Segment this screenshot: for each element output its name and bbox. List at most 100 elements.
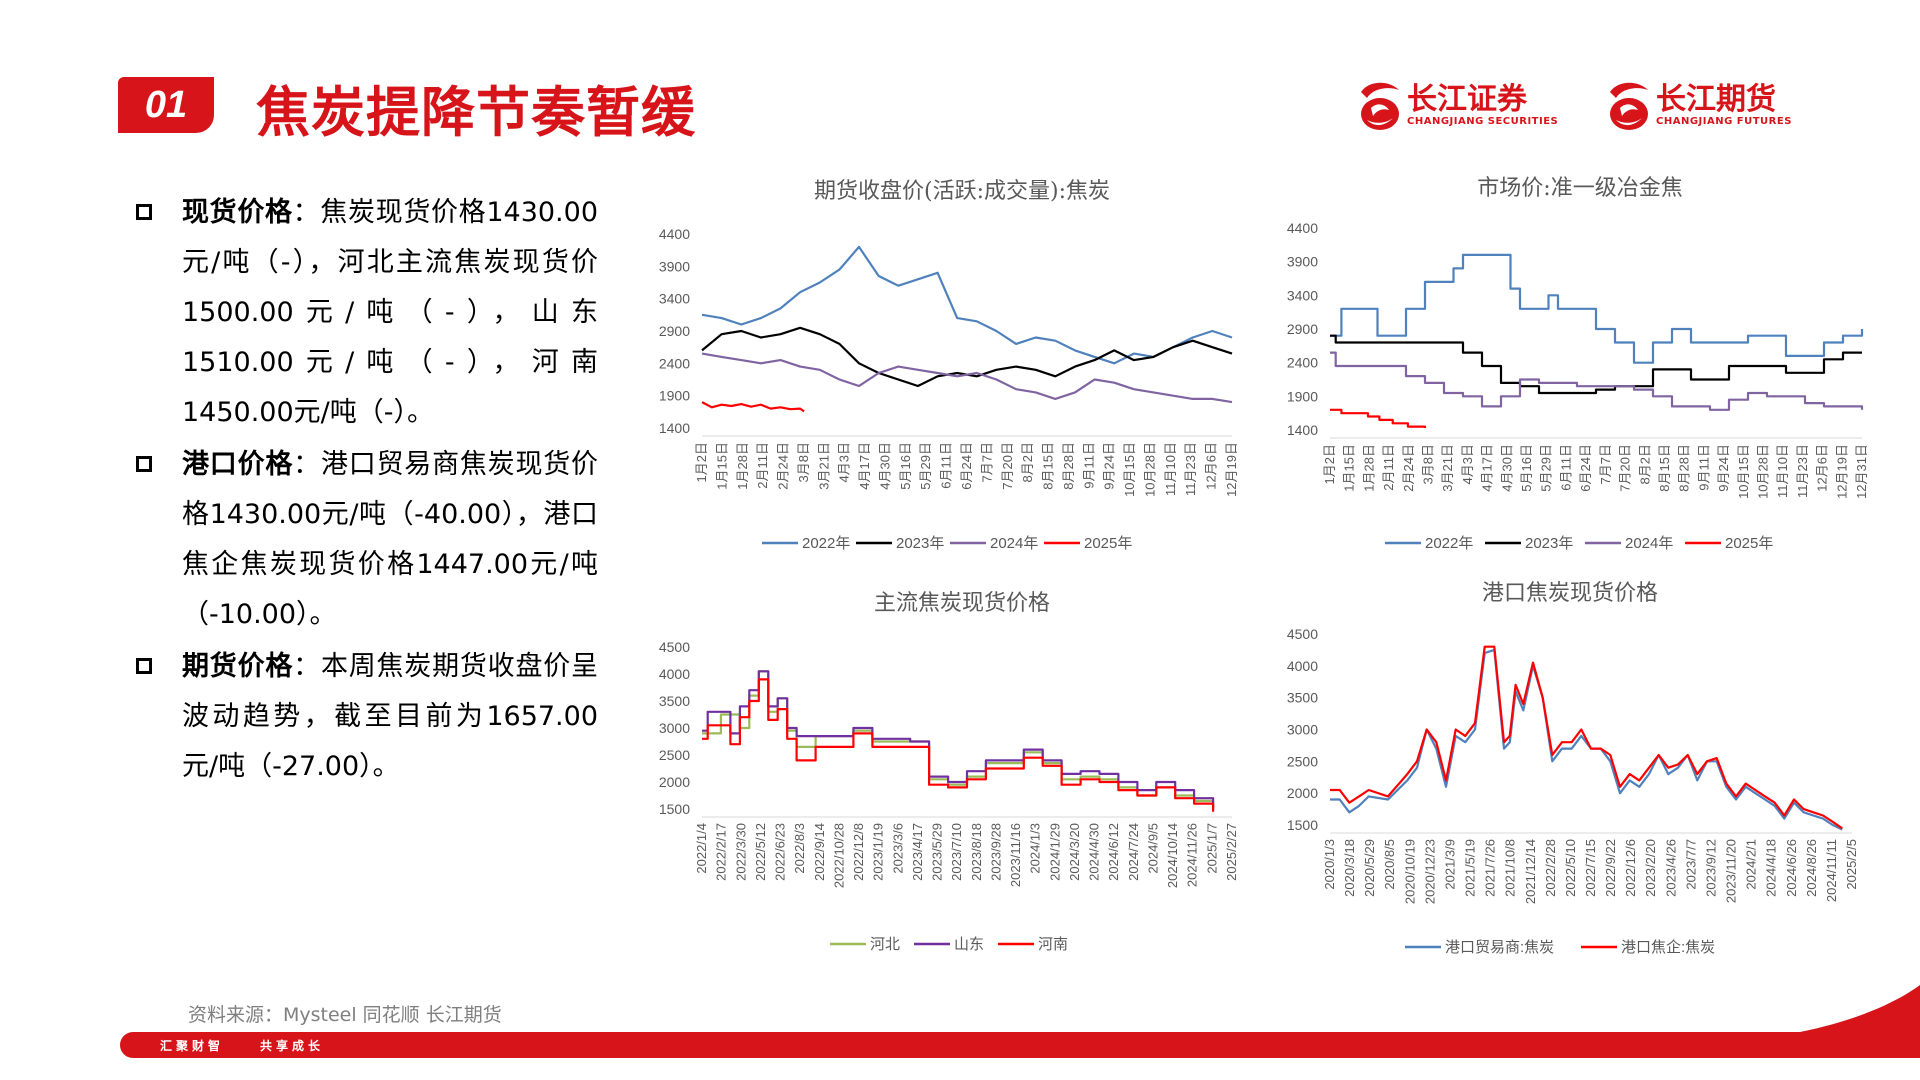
x-tick-label: 2024/4/18 bbox=[1764, 839, 1779, 897]
x-tick-label: 5月16日 bbox=[1519, 444, 1534, 492]
footer-slogan-right: 共享成长 bbox=[260, 1039, 325, 1053]
series-line-港口焦企:焦炭 bbox=[1330, 645, 1843, 830]
x-tick-label: 2024/10/14 bbox=[1165, 823, 1180, 888]
x-tick-label: 6月24日 bbox=[959, 442, 974, 490]
legend-label: 山东 bbox=[954, 936, 984, 953]
x-tick-label: 2023/11/16 bbox=[1008, 823, 1023, 887]
x-tick-label: 2023/1/19 bbox=[871, 823, 886, 881]
y-tick-label: 3900 bbox=[659, 258, 690, 274]
legend-label: 2025年 bbox=[1084, 535, 1132, 552]
source-note: 资料来源：Mysteel 同花顺 长江期货 bbox=[188, 1004, 502, 1026]
bullet-text: 本周焦炭期货收盘价呈波动趋势，截至目前为1657.00元/吨（-27.00）。 bbox=[182, 651, 599, 782]
x-tick-label: 2月24日 bbox=[776, 442, 791, 490]
footer-bar bbox=[120, 1032, 1920, 1058]
y-tick-label: 2400 bbox=[659, 355, 690, 371]
x-tick-label: 1月28日 bbox=[735, 442, 750, 490]
x-tick-label: 9月24日 bbox=[1102, 442, 1117, 490]
x-tick-label: 10月15日 bbox=[1122, 442, 1137, 497]
changjiang-futures-logo: 长江期货 CHANGJIANG FUTURES bbox=[1604, 76, 1792, 136]
y-tick-label: 1400 bbox=[659, 420, 690, 436]
y-tick-label: 2900 bbox=[1287, 321, 1318, 337]
chart-title: 期货收盘价(活跃:成交量):焦炭 bbox=[814, 179, 1110, 204]
x-tick-label: 2月24日 bbox=[1401, 444, 1416, 492]
x-tick-label: 7月7日 bbox=[1598, 444, 1613, 484]
bullet-text: 港口贸易商焦炭现货价格1430.00元/吨（-40.00），港口焦企焦炭现货价格… bbox=[182, 449, 599, 630]
legend-label: 2023年 bbox=[896, 535, 944, 552]
legend-label: 港口贸易商:焦炭 bbox=[1445, 939, 1554, 956]
x-tick-label: 2021/7/26 bbox=[1483, 839, 1498, 897]
x-tick-label: 4月30日 bbox=[1499, 444, 1514, 492]
x-tick-label: 2025/1/7 bbox=[1204, 823, 1219, 874]
x-tick-label: 3月8日 bbox=[1421, 444, 1436, 484]
x-tick-label: 2021/3/9 bbox=[1442, 839, 1457, 890]
x-tick-label: 2021/12/14 bbox=[1523, 839, 1538, 904]
logo-mark-icon bbox=[1355, 78, 1405, 134]
x-tick-label: 5月29日 bbox=[1539, 444, 1554, 492]
chart-title: 主流焦炭现货价格 bbox=[874, 591, 1050, 616]
series-line-2025年 bbox=[701, 401, 805, 413]
bullet-label: 现货价格 bbox=[182, 197, 293, 228]
x-tick-label: 2024/8/26 bbox=[1804, 839, 1819, 897]
x-tick-label: 2020/3/18 bbox=[1342, 839, 1357, 897]
x-tick-label: 8月15日 bbox=[1041, 442, 1056, 490]
y-tick-label: 3400 bbox=[659, 291, 690, 307]
x-tick-label: 2021/10/8 bbox=[1503, 839, 1518, 897]
legend-label: 河南 bbox=[1038, 936, 1068, 953]
x-tick-label: 4月3日 bbox=[1460, 444, 1475, 484]
x-tick-label: 2020/8/5 bbox=[1382, 839, 1397, 890]
footer-slogan-left: 汇聚财智 bbox=[160, 1039, 225, 1053]
y-tick-label: 4000 bbox=[659, 666, 690, 682]
y-tick-label: 2000 bbox=[659, 774, 690, 790]
x-tick-label: 11月23日 bbox=[1183, 442, 1198, 496]
y-tick-label: 1500 bbox=[1287, 817, 1318, 833]
y-tick-label: 2000 bbox=[1287, 785, 1318, 801]
chart-title: 市场价:准一级冶金焦 bbox=[1477, 176, 1682, 201]
x-tick-label: 2月11日 bbox=[755, 442, 770, 489]
x-tick-label: 7月7日 bbox=[979, 442, 994, 482]
x-tick-label: 8月28日 bbox=[1061, 442, 1076, 490]
x-tick-label: 4月17日 bbox=[1480, 444, 1495, 492]
logo-en: CHANGJIANG FUTURES bbox=[1656, 116, 1792, 127]
series-line-河南 bbox=[702, 678, 1215, 812]
y-tick-label: 2400 bbox=[1287, 355, 1318, 371]
x-tick-label: 11月10日 bbox=[1163, 442, 1178, 496]
x-tick-label: 2023/8/18 bbox=[969, 823, 984, 881]
x-tick-label: 2023/5/29 bbox=[930, 823, 945, 881]
x-tick-label: 2022/5/12 bbox=[753, 823, 768, 881]
y-tick-label: 3400 bbox=[1287, 287, 1318, 303]
x-tick-label: 2023/9/28 bbox=[988, 823, 1003, 881]
x-tick-label: 5月16日 bbox=[898, 442, 913, 490]
x-tick-label: 2024/3/20 bbox=[1067, 823, 1082, 881]
x-tick-label: 6月24日 bbox=[1578, 444, 1593, 492]
chart-title: 港口焦炭现货价格 bbox=[1482, 581, 1658, 606]
logo-cn: 长江期货 bbox=[1656, 82, 1776, 117]
x-tick-label: 2022/6/23 bbox=[773, 823, 788, 881]
x-tick-label: 2020/1/3 bbox=[1322, 839, 1337, 890]
x-tick-label: 8月2日 bbox=[1637, 444, 1652, 484]
bullet-label: 港口价格 bbox=[182, 449, 294, 480]
x-tick-label: 1月2日 bbox=[694, 442, 709, 482]
x-tick-label: 2023/4/26 bbox=[1663, 839, 1678, 897]
x-tick-label: 2020/10/19 bbox=[1402, 839, 1417, 904]
page-title: 焦炭提降节奏暂缓 bbox=[256, 81, 696, 144]
x-tick-label: 6月11日 bbox=[939, 442, 954, 489]
bullet-label: 期货价格 bbox=[182, 651, 294, 682]
y-tick-label: 2900 bbox=[659, 323, 690, 339]
y-tick-label: 1400 bbox=[1287, 422, 1318, 438]
series-line-2022年 bbox=[1330, 253, 1864, 364]
bullet-futures-price: 期货价格：本周焦炭期货收盘价呈波动趋势，截至目前为1657.00元/吨（-27.… bbox=[136, 642, 598, 792]
legend-label: 2024年 bbox=[990, 535, 1038, 552]
x-tick-label: 9月24日 bbox=[1716, 444, 1731, 492]
y-tick-label: 4400 bbox=[1287, 220, 1318, 236]
y-tick-label: 1900 bbox=[1287, 388, 1318, 404]
bullet-sep: ： bbox=[292, 197, 321, 228]
checkbox-square-icon bbox=[136, 658, 152, 674]
x-tick-label: 12月19日 bbox=[1834, 444, 1849, 499]
x-tick-label: 2023/2/20 bbox=[1643, 839, 1658, 897]
x-tick-label: 4月30日 bbox=[877, 442, 892, 490]
y-tick-label: 1500 bbox=[659, 801, 690, 817]
x-tick-label: 12月19日 bbox=[1224, 442, 1239, 497]
x-tick-label: 2022/10/28 bbox=[831, 823, 846, 888]
x-tick-label: 2022/2/17 bbox=[714, 823, 729, 881]
x-tick-label: 4月17日 bbox=[857, 442, 872, 490]
